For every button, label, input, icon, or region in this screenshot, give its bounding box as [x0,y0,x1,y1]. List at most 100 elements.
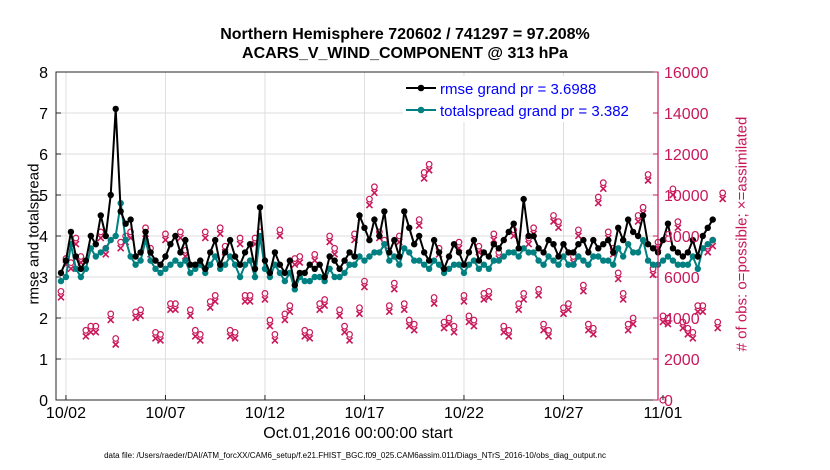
totalspread-point [381,241,388,248]
rmse-point [614,224,622,231]
obs-possible-point [57,287,65,295]
totalspread-point [530,249,537,256]
obs-assimilated-point [450,328,458,336]
totalspread-point [251,273,259,281]
totalspread-point [674,261,682,268]
totalspread-point [147,257,154,264]
obs-assimilated-point [326,238,334,246]
rmse-point [475,257,483,264]
obs-possible-point [565,300,572,308]
rmse-point [610,249,617,256]
totalspread-point [316,273,323,281]
totalspread-point [281,277,289,285]
rmse-point [182,236,189,244]
rmse-point [401,208,408,215]
rmse-point [356,212,363,219]
rmse-point [406,224,413,231]
totalspread-point [505,249,512,256]
obs-assimilated-point [266,322,274,330]
obs-assimilated-point [579,287,587,295]
obs-assimilated-point [156,336,165,344]
obs-assimilated-point [594,199,602,207]
totalspread-point [212,253,219,260]
rmse-point [679,253,687,260]
totalspread-point [585,261,592,268]
rmse-point [490,241,498,248]
totalspread-point [336,273,343,281]
obs-assimilated-point [480,295,488,303]
obs-possible-point [341,322,348,330]
y-left-tick-label: 2 [39,311,48,328]
totalspread-point [306,277,313,285]
obs-assimilated-point [311,256,319,265]
obs-possible-point [157,331,164,338]
obs-assimilated-point [549,217,558,226]
obs-assimilated-point [385,308,393,316]
rmse-point [455,249,463,256]
obs-assimilated-point [485,293,493,301]
obs-assimilated-point [236,240,244,248]
obs-assimilated-point [644,176,652,185]
y-right-tick-label: 16000 [664,65,709,82]
y-left-tick-label: 4 [39,229,48,246]
totalspread-point [545,253,552,260]
obs-assimilated-point [306,334,314,342]
y-left-tick-label: 8 [39,65,48,82]
totalspread-point [575,253,582,260]
axes-layer: 0 1 2 3 4 5 6 7 8 0 2000 4000 6000 8000 10000 12000 1400… [39,65,709,422]
y-right-tick-label: 8000 [664,229,700,246]
totalspread-point [406,249,413,256]
obs-assimilated-point [425,166,433,174]
totalspread-point [560,253,567,260]
obs-assimilated-point [201,234,209,242]
totalspread-point [540,261,547,268]
legend-marker-spread [417,106,425,114]
obs-assimilated-point [589,330,597,338]
rmse-point [107,191,114,199]
y-right-tick-label: 4000 [664,311,700,328]
obs-assimilated-point [614,275,622,283]
obs-possible-point [231,328,239,336]
totalspread-point [455,261,463,268]
rmse-point [585,249,592,256]
rmse-point [495,245,502,252]
obs-assimilated-point [161,236,170,244]
obs-possible-point [201,228,209,236]
obs-possible-point [405,316,413,324]
obs-possible-point [674,218,682,226]
totalspread-point [346,261,353,268]
rmse-point [212,236,219,244]
obs-possible-point [639,203,647,211]
y-left-tick-label: 0 [39,393,48,410]
rmse-point [415,232,423,240]
rmse-point [187,261,194,268]
rmse-point [336,265,343,272]
rmse-point [470,236,478,244]
rmse-point [664,220,672,227]
y-right-tick-label: 14000 [664,106,709,123]
rmse-point [639,212,647,219]
totalspread-point [619,253,627,260]
rmse-point [67,228,75,236]
x-tick-label: 10/17 [344,405,384,422]
rmse-point [326,253,333,260]
totalspread-point [311,273,318,281]
obs-possible-point [390,279,398,287]
obs-layer [57,160,727,404]
x-tick-label: 10/22 [444,405,484,422]
obs-assimilated-point [171,306,179,314]
obs-possible-point [112,335,120,342]
rmse-point [306,261,313,268]
y-right-tick-label: 0 [664,393,673,410]
obs-possible-point [356,304,363,312]
rmse-point [575,241,582,248]
rmse-point [619,236,627,244]
legend-label-spread: totalspread grand pr = 3.382 [440,103,629,120]
y-left-tick-label: 5 [39,188,48,205]
obs-possible-point [296,253,304,260]
totalspread-point [246,257,254,264]
obs-possible-point [470,316,478,324]
totalspread-point [77,273,85,281]
obs-assimilated-point [117,244,125,252]
totalspread-point [366,253,373,260]
